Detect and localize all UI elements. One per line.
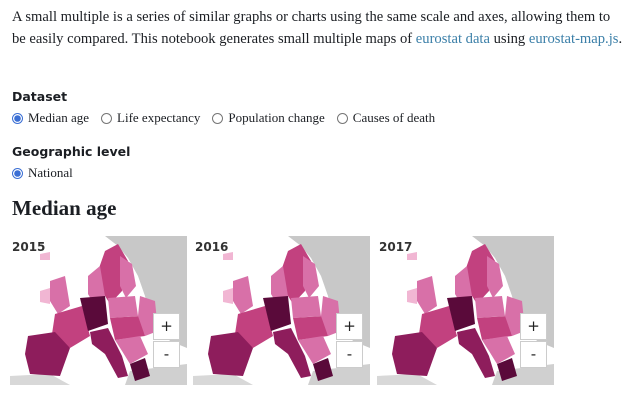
- map-panel[interactable]: 2016 + -: [193, 236, 370, 385]
- radio-option[interactable]: Life expectancy: [101, 110, 200, 126]
- intro-text: using: [489, 31, 529, 47]
- intro-text: .: [618, 31, 623, 47]
- radio-button[interactable]: [101, 112, 113, 124]
- map-panel[interactable]: 2017 + -: [377, 236, 554, 385]
- field-label: Geographic level: [12, 144, 131, 159]
- radio-label: Causes of death: [352, 110, 436, 125]
- radio-label: Median age: [28, 110, 90, 125]
- field-label: Dataset: [12, 89, 68, 104]
- radio-label: Life expectancy: [117, 110, 201, 125]
- radio-button[interactable]: [336, 112, 348, 124]
- map-panel[interactable]: 2015 + -: [10, 236, 187, 385]
- map-year: 2017: [379, 240, 413, 254]
- zoom-out-button[interactable]: -: [336, 341, 363, 368]
- link[interactable]: eurostat-map.js: [528, 31, 619, 47]
- map-year: 2015: [12, 240, 46, 254]
- radio-label: National: [28, 165, 73, 180]
- radio-group: Median age Life expectancy Population chan…: [12, 110, 435, 126]
- zoom-in-button[interactable]: +: [153, 313, 180, 340]
- zoom-out-button[interactable]: -: [153, 341, 180, 368]
- radio-group: National: [12, 165, 73, 181]
- zoom-in-button[interactable]: +: [336, 313, 363, 340]
- intro-paragraph: A small multiple is a series of similar …: [12, 6, 624, 50]
- radio-button[interactable]: [12, 112, 23, 124]
- map-year: 2016: [195, 240, 229, 254]
- intro-text: A small multiple is a series of similar …: [12, 9, 611, 47]
- radio-label: Population change: [228, 110, 325, 125]
- zoom-out-button[interactable]: -: [520, 341, 547, 368]
- zoom-in-button[interactable]: +: [520, 313, 547, 340]
- radio-option[interactable]: National: [12, 165, 73, 181]
- radio-option[interactable]: Median age: [12, 110, 89, 126]
- radio-option[interactable]: Causes of death: [336, 110, 436, 126]
- radio-option[interactable]: Population change: [212, 110, 325, 126]
- section-heading: Median age: [12, 196, 117, 220]
- radio-button[interactable]: [12, 167, 23, 179]
- radio-button[interactable]: [212, 112, 224, 124]
- link[interactable]: eurostat data: [415, 31, 490, 47]
